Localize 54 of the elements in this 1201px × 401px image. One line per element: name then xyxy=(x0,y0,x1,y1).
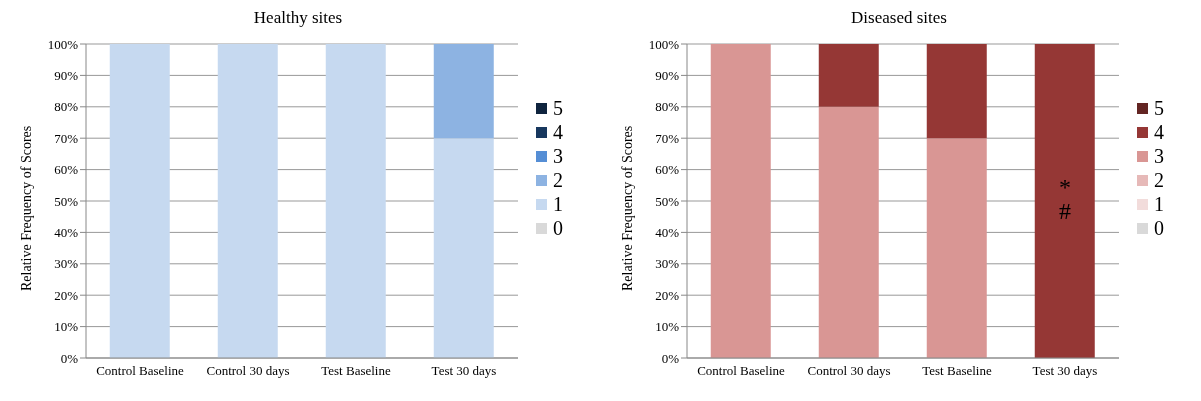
y-tick-label: 40% xyxy=(655,225,680,241)
y-tick-label: 70% xyxy=(655,130,680,146)
legend-label: 2 xyxy=(553,168,563,192)
y-tick-label: 50% xyxy=(655,193,680,209)
chart-title: Diseased sites xyxy=(850,8,948,28)
y-tick-label: 80% xyxy=(655,99,680,115)
y-tick-label: 30% xyxy=(655,256,680,272)
x-tick-label: Test 30 days xyxy=(431,363,497,379)
legend-label: 0 xyxy=(553,216,563,240)
x-tick-label: Test Baseline xyxy=(321,363,391,379)
bar xyxy=(926,138,987,358)
y-tick-label: 20% xyxy=(54,287,79,303)
x-tick-label: Control Baseline xyxy=(96,363,185,379)
y-tick-label: 100% xyxy=(47,36,79,52)
legend-label: 4 xyxy=(1154,120,1164,144)
chart-title: Healthy sites xyxy=(252,8,344,28)
y-tick-label: 20% xyxy=(655,287,680,303)
y-tick-label: 40% xyxy=(54,225,79,241)
legend-label: 5 xyxy=(553,96,563,120)
y-axis-title: Relative Frequency of Scores xyxy=(619,125,635,291)
y-tick-label: 10% xyxy=(54,319,79,335)
y-tick-label: 0% xyxy=(661,350,680,366)
legend-label: 1 xyxy=(553,192,563,216)
x-tick-label: Test Baseline xyxy=(922,363,992,379)
y-tick-label: 80% xyxy=(54,99,79,115)
legend-label: 5 xyxy=(1154,96,1164,120)
y-tick-label: 90% xyxy=(655,68,680,84)
y-tick-label: 50% xyxy=(54,193,79,209)
bar xyxy=(710,44,771,358)
x-tick-label: Control Baseline xyxy=(697,363,786,379)
y-axis-title: Relative Frequency of Scores xyxy=(18,125,34,291)
legend-label: 4 xyxy=(553,120,563,144)
annotation: # xyxy=(1058,198,1072,224)
x-tick-label: Control 30 days xyxy=(206,363,290,379)
y-tick-label: 90% xyxy=(54,68,79,84)
y-tick-label: 10% xyxy=(655,319,680,335)
y-tick-label: 60% xyxy=(655,162,680,178)
legend-label: 2 xyxy=(1154,168,1164,192)
x-tick-label: Control 30 days xyxy=(807,363,891,379)
legend-label: 1 xyxy=(1154,192,1164,216)
bar xyxy=(926,44,987,139)
legend-label: 3 xyxy=(553,144,563,168)
bar xyxy=(1034,44,1095,358)
x-tick-label: Test 30 days xyxy=(1032,363,1098,379)
y-tick-label: 100% xyxy=(648,36,680,52)
legend-label: 3 xyxy=(1154,144,1164,168)
y-tick-label: 30% xyxy=(54,256,79,272)
bar xyxy=(818,106,879,358)
annotation: * xyxy=(1058,174,1072,200)
y-tick-label: 70% xyxy=(54,130,79,146)
bar xyxy=(818,44,879,107)
y-tick-label: 60% xyxy=(54,162,79,178)
y-tick-label: 0% xyxy=(60,350,79,366)
legend-label: 0 xyxy=(1154,216,1164,240)
